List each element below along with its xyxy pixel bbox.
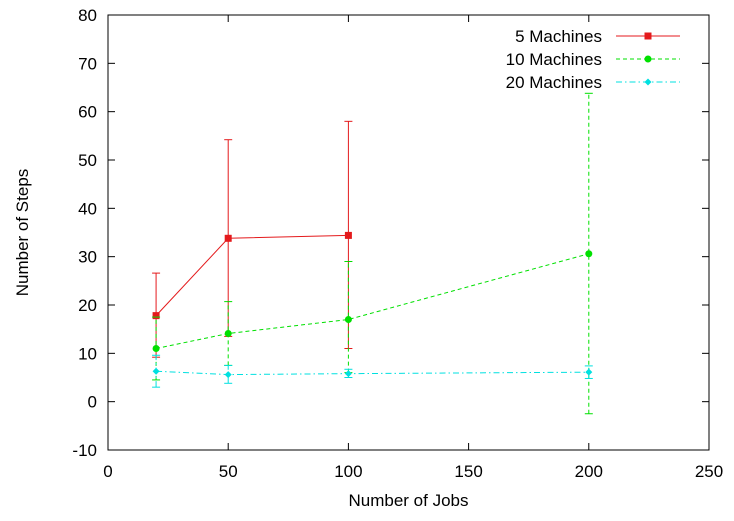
plot-frame — [107, 14, 710, 451]
legend-item-2: 10 Machines — [506, 50, 680, 69]
data-point — [344, 316, 352, 323]
y-tick-label: 60 — [78, 103, 97, 122]
legend: 5 Machines 10 Machines 20 Machines — [506, 27, 680, 92]
x-tick-label: 50 — [219, 462, 238, 481]
series-3 — [152, 354, 593, 388]
data-point — [585, 250, 593, 258]
plot-border — [107, 14, 710, 451]
data-point — [585, 368, 593, 376]
x-tick-label: 150 — [454, 462, 482, 481]
y-tick-label: 20 — [78, 296, 97, 315]
series-line — [155, 234, 349, 316]
data-point — [224, 234, 232, 242]
y-tick-label: 50 — [78, 151, 97, 170]
data-point — [152, 367, 160, 375]
series-2 — [152, 92, 593, 415]
legend-marker — [644, 32, 652, 40]
series-line — [156, 370, 589, 376]
data-point — [224, 371, 232, 379]
y-tick-label: 10 — [78, 344, 97, 363]
y-tick-label: 40 — [78, 199, 97, 218]
legend-label: 20 Machines — [506, 73, 602, 92]
data-point — [152, 312, 160, 320]
y-tick-label: -10 — [72, 441, 97, 460]
y-axis: -10 0 10 20 30 40 50 60 70 80 — [72, 6, 709, 460]
data-point — [152, 345, 160, 352]
data-point — [344, 370, 352, 378]
legend-label: 10 Machines — [506, 50, 602, 69]
y-axis-title: Number of Steps — [13, 169, 32, 297]
x-tick-label: 250 — [695, 462, 723, 481]
y-tick-label: 30 — [78, 248, 97, 267]
legend-marker — [644, 55, 652, 63]
x-tick-label: 100 — [334, 462, 362, 481]
series-line — [155, 253, 589, 349]
x-axis: 0 50 100 150 200 250 — [103, 15, 723, 481]
legend-marker — [644, 78, 652, 86]
data-point — [344, 231, 352, 239]
y-tick-label: 80 — [78, 6, 97, 25]
series-layer — [152, 92, 593, 415]
y-tick-label: 0 — [88, 393, 97, 412]
legend-item-1: 5 Machines — [515, 27, 680, 46]
x-tick-label: 200 — [575, 462, 603, 481]
y-tick-label: 70 — [78, 54, 97, 73]
legend-item-3: 20 Machines — [506, 73, 680, 92]
x-tick-label: 0 — [103, 462, 112, 481]
series-1 — [152, 120, 353, 358]
x-axis-title: Number of Jobs — [349, 491, 469, 510]
legend-label: 5 Machines — [515, 27, 602, 46]
data-point — [224, 330, 232, 338]
